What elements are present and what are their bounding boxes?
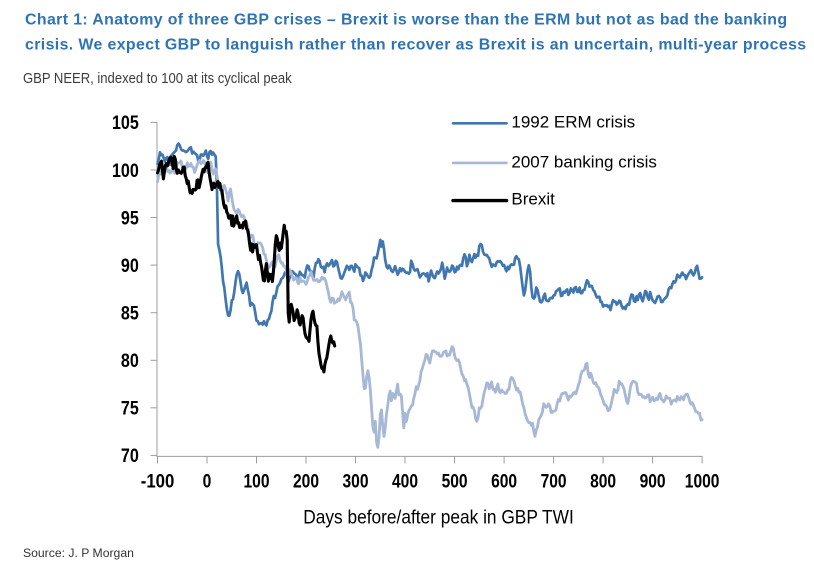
- svg-text:Source: J. P Morgan: Source: J. P Morgan: [23, 546, 134, 560]
- svg-text:900: 900: [640, 470, 666, 492]
- svg-text:80: 80: [121, 350, 139, 372]
- svg-text:-100: -100: [141, 470, 175, 492]
- svg-text:400: 400: [392, 470, 418, 492]
- svg-text:200: 200: [293, 470, 319, 492]
- svg-text:Days before/after peak in GBP: Days before/after peak in GBP TWI: [303, 508, 574, 529]
- svg-text:70: 70: [121, 445, 139, 467]
- svg-text:85: 85: [121, 303, 139, 325]
- svg-text:Chart 1: Anatomy of three GBP: Chart 1: Anatomy of three GBP crises – B…: [25, 11, 787, 28]
- svg-text:1000: 1000: [685, 470, 720, 492]
- svg-text:75: 75: [121, 398, 139, 420]
- svg-text:100: 100: [112, 160, 139, 182]
- svg-text:600: 600: [491, 470, 517, 492]
- svg-text:800: 800: [590, 470, 616, 492]
- svg-text:GBP NEER, indexed to 100 at it: GBP NEER, indexed to 100 at its cyclical…: [23, 71, 292, 87]
- svg-text:300: 300: [343, 470, 369, 492]
- svg-text:1992 ERM crisis: 1992 ERM crisis: [511, 112, 635, 131]
- svg-text:Brexit: Brexit: [511, 190, 555, 209]
- svg-text:0: 0: [203, 470, 212, 492]
- svg-text:crisis. We expect GBP to langu: crisis. We expect GBP to languish rather…: [25, 36, 807, 53]
- svg-text:2007 banking crisis: 2007 banking crisis: [511, 152, 657, 171]
- svg-text:700: 700: [541, 470, 567, 492]
- svg-text:100: 100: [244, 470, 270, 492]
- svg-text:90: 90: [121, 255, 139, 277]
- svg-text:105: 105: [112, 112, 139, 134]
- svg-text:500: 500: [442, 470, 468, 492]
- svg-text:95: 95: [121, 207, 139, 229]
